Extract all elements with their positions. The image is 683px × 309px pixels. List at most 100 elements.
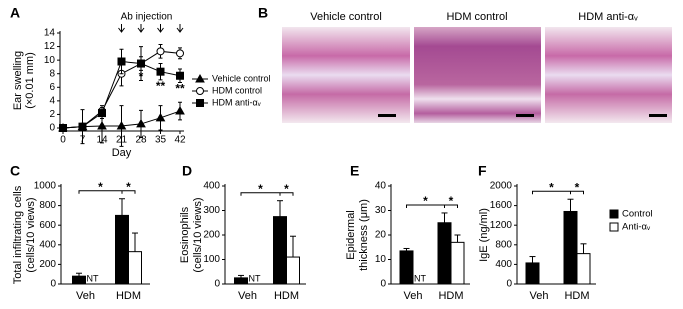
panel-label: D bbox=[182, 163, 192, 179]
y-axis-label: Eosinophils bbox=[179, 206, 191, 263]
marker bbox=[59, 124, 67, 132]
bar bbox=[72, 275, 86, 285]
legend-swatch bbox=[609, 209, 619, 219]
y-tick-label: 2 bbox=[49, 109, 55, 120]
scale-bar bbox=[378, 114, 396, 117]
y-tick-label: 200 bbox=[39, 259, 56, 270]
significance-bracket bbox=[406, 204, 458, 208]
y-tick-label: 30 bbox=[375, 205, 387, 216]
y-tick-label: 40 bbox=[375, 181, 387, 192]
significance: * bbox=[284, 182, 289, 196]
x-tick-label: Veh bbox=[530, 290, 549, 302]
panel-label: F bbox=[478, 163, 487, 179]
marker bbox=[196, 87, 204, 95]
image-hdm bbox=[414, 27, 541, 123]
x-tick-label: 42 bbox=[174, 135, 186, 146]
injection-arrow bbox=[176, 24, 184, 33]
x-tick-label: 35 bbox=[155, 135, 167, 146]
y-tick-label: 400 bbox=[495, 259, 512, 270]
marker bbox=[136, 118, 146, 128]
y-tick-label: 0 bbox=[380, 279, 386, 290]
y-axis-label: (cells/10 views) bbox=[25, 197, 37, 272]
image-vehicle bbox=[282, 27, 410, 123]
panel-label: B bbox=[258, 5, 268, 21]
legend-label: Anti-αᵥ bbox=[622, 222, 651, 233]
significance: * bbox=[423, 194, 428, 208]
y-tick-label: 800 bbox=[495, 239, 512, 250]
nt-label: NT bbox=[249, 273, 261, 283]
significance: * bbox=[139, 69, 144, 83]
x-tick-label: Veh bbox=[76, 290, 95, 302]
marker bbox=[137, 59, 145, 68]
marker bbox=[195, 73, 205, 83]
bar bbox=[286, 256, 300, 285]
y-tick-label: 0 bbox=[50, 279, 56, 290]
significance: * bbox=[258, 182, 263, 196]
annotation: Ab injection bbox=[121, 12, 173, 23]
nt-label: NT bbox=[87, 273, 99, 283]
y-tick-label: 10 bbox=[375, 254, 387, 265]
bar bbox=[128, 251, 142, 285]
y-tick-label: 400 bbox=[203, 181, 220, 192]
x-tick-label: 28 bbox=[135, 135, 147, 146]
legend-label: Control bbox=[622, 209, 653, 220]
scale-bar bbox=[516, 114, 534, 117]
injection-arrow bbox=[118, 24, 125, 33]
marker bbox=[196, 99, 204, 107]
bar bbox=[234, 277, 248, 285]
legend-label: Vehicle control bbox=[212, 73, 271, 83]
x-tick-label: HDM bbox=[116, 290, 141, 302]
x-tick-label: HDM bbox=[274, 290, 299, 302]
y-tick-label: 400 bbox=[39, 239, 56, 250]
y-tick-label: 1600 bbox=[490, 200, 513, 211]
significance: * bbox=[549, 180, 554, 194]
y-axis-label: thickness (μm) bbox=[358, 199, 370, 271]
bar bbox=[576, 253, 591, 285]
y-tick-label: 1200 bbox=[490, 220, 513, 231]
significance: ** bbox=[175, 82, 185, 96]
image-anti bbox=[545, 27, 672, 123]
marker bbox=[176, 71, 184, 80]
y-tick-label: 20 bbox=[375, 230, 387, 241]
x-tick-label: HDM bbox=[438, 290, 463, 302]
panel-label: C bbox=[10, 163, 20, 179]
legend-label: HDM control bbox=[212, 85, 262, 95]
y-tick-label: 0 bbox=[214, 279, 220, 290]
injection-arrow bbox=[157, 24, 164, 33]
significance-bracket bbox=[532, 190, 584, 195]
y-tick-label: 300 bbox=[203, 205, 220, 216]
x-tick-label: 0 bbox=[60, 135, 66, 146]
bar bbox=[399, 250, 414, 285]
y-tick-label: 8 bbox=[49, 68, 55, 79]
y-tick-label: 14 bbox=[44, 28, 56, 39]
x-tick-label: HDM bbox=[564, 290, 589, 302]
bar bbox=[273, 216, 287, 285]
y-tick-label: 0 bbox=[506, 279, 512, 290]
y-tick-label: 200 bbox=[203, 230, 220, 241]
significance-bracket bbox=[78, 190, 136, 194]
y-tick-label: 12 bbox=[44, 41, 56, 52]
y-tick-label: 800 bbox=[39, 200, 56, 211]
x-axis-label: Day bbox=[112, 147, 132, 159]
significance: * bbox=[575, 180, 580, 194]
x-tick-label: Veh bbox=[238, 290, 257, 302]
marker bbox=[156, 47, 165, 56]
bar bbox=[450, 241, 465, 285]
marker bbox=[97, 120, 107, 130]
marker bbox=[175, 106, 185, 115]
y-axis-label: Epidermal bbox=[345, 210, 357, 260]
injection-arrow bbox=[137, 24, 145, 33]
marker bbox=[98, 109, 106, 118]
y-axis-label: (cells/10 views) bbox=[192, 197, 204, 272]
panel-label: E bbox=[350, 163, 359, 179]
bar bbox=[115, 214, 129, 285]
histology-images bbox=[282, 27, 672, 123]
marker bbox=[117, 57, 126, 66]
significance: ** bbox=[156, 79, 166, 93]
y-tick-label: 1000 bbox=[34, 181, 57, 192]
panel-label: A bbox=[10, 5, 20, 21]
image-title: HDM anti-αᵥ bbox=[578, 11, 638, 23]
y-tick-label: 4 bbox=[49, 95, 55, 106]
scale-bar bbox=[649, 114, 667, 117]
